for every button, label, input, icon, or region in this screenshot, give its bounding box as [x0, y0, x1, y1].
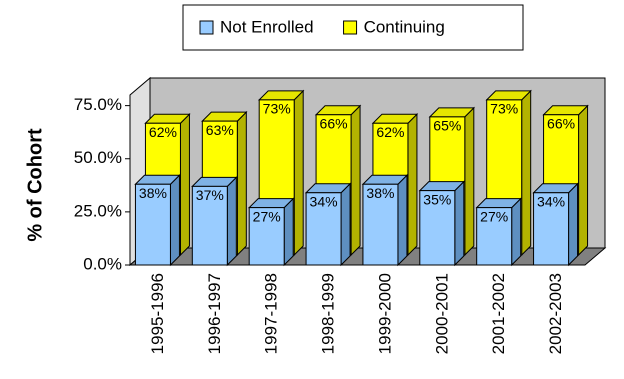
- y-tick-label: 75.0%: [74, 95, 122, 114]
- value-label: 38%: [366, 185, 394, 201]
- y-tick-label: 50.0%: [74, 148, 122, 167]
- x-tick-label: 1995-1996: [148, 273, 167, 354]
- bar: [532, 182, 579, 267]
- value-label: 38%: [139, 185, 167, 201]
- legend-swatch: [199, 20, 214, 35]
- y-tick-label: 0.0%: [83, 254, 122, 273]
- bar-face: [340, 182, 351, 267]
- x-tick-label: 2001-2002: [489, 273, 508, 354]
- bar-face: [350, 104, 361, 257]
- bar-face: [454, 180, 465, 267]
- bar-face: [407, 113, 418, 257]
- bar-face: [293, 89, 304, 257]
- bar-face: [568, 182, 579, 267]
- bar-face: [134, 183, 171, 266]
- bar-face: [397, 174, 408, 267]
- value-label: 73%: [263, 101, 291, 117]
- bar-face: [226, 176, 237, 267]
- value-label: 65%: [433, 118, 461, 134]
- bar-face: [578, 104, 589, 257]
- bar-face: [476, 207, 513, 266]
- value-label: 62%: [149, 124, 177, 140]
- bar: [475, 197, 522, 267]
- x-tick-label: 2000-2001: [432, 273, 451, 354]
- value-label: 37%: [196, 187, 224, 203]
- value-label: 73%: [490, 101, 518, 117]
- bar-face: [191, 185, 228, 266]
- x-tick-label: 1998-1999: [319, 273, 338, 354]
- x-tick-label: 1997-1998: [262, 273, 281, 354]
- value-label: 66%: [547, 115, 575, 131]
- bar: [247, 197, 295, 267]
- bar-face: [283, 197, 294, 267]
- legend-label: Continuing: [364, 17, 445, 36]
- bar-face: [521, 89, 532, 257]
- y-tick-label: 25.0%: [74, 201, 122, 220]
- bar-face: [511, 197, 522, 267]
- value-label: 35%: [423, 191, 451, 207]
- bar-face: [179, 113, 190, 257]
- bar-face: [533, 192, 570, 266]
- value-label: 27%: [480, 208, 508, 224]
- x-tick-label: 2002-2003: [546, 273, 565, 354]
- value-label: 63%: [206, 122, 234, 138]
- value-label: 62%: [376, 124, 404, 140]
- legend-swatch: [343, 20, 358, 35]
- x-tick-label: 1996-1997: [205, 273, 224, 354]
- bar-face: [248, 207, 285, 266]
- bar: [191, 176, 238, 267]
- bar: [361, 174, 409, 267]
- x-tick-label: 1999-2000: [375, 273, 394, 354]
- legend-label: Not Enrolled: [220, 17, 314, 36]
- bar-face: [236, 110, 247, 257]
- value-label: 27%: [253, 208, 281, 224]
- bar-face: [464, 106, 475, 257]
- bar-face: [169, 174, 180, 267]
- bar: [304, 182, 352, 267]
- y-axis-label: % of Cohort: [24, 128, 46, 242]
- value-label: 34%: [310, 193, 338, 209]
- bar: [134, 174, 181, 267]
- bar-face: [305, 192, 342, 266]
- bar: [418, 180, 466, 267]
- bar-face: [362, 183, 399, 266]
- value-label: 34%: [537, 193, 565, 209]
- value-label: 66%: [320, 115, 348, 131]
- bar-face: [419, 190, 456, 266]
